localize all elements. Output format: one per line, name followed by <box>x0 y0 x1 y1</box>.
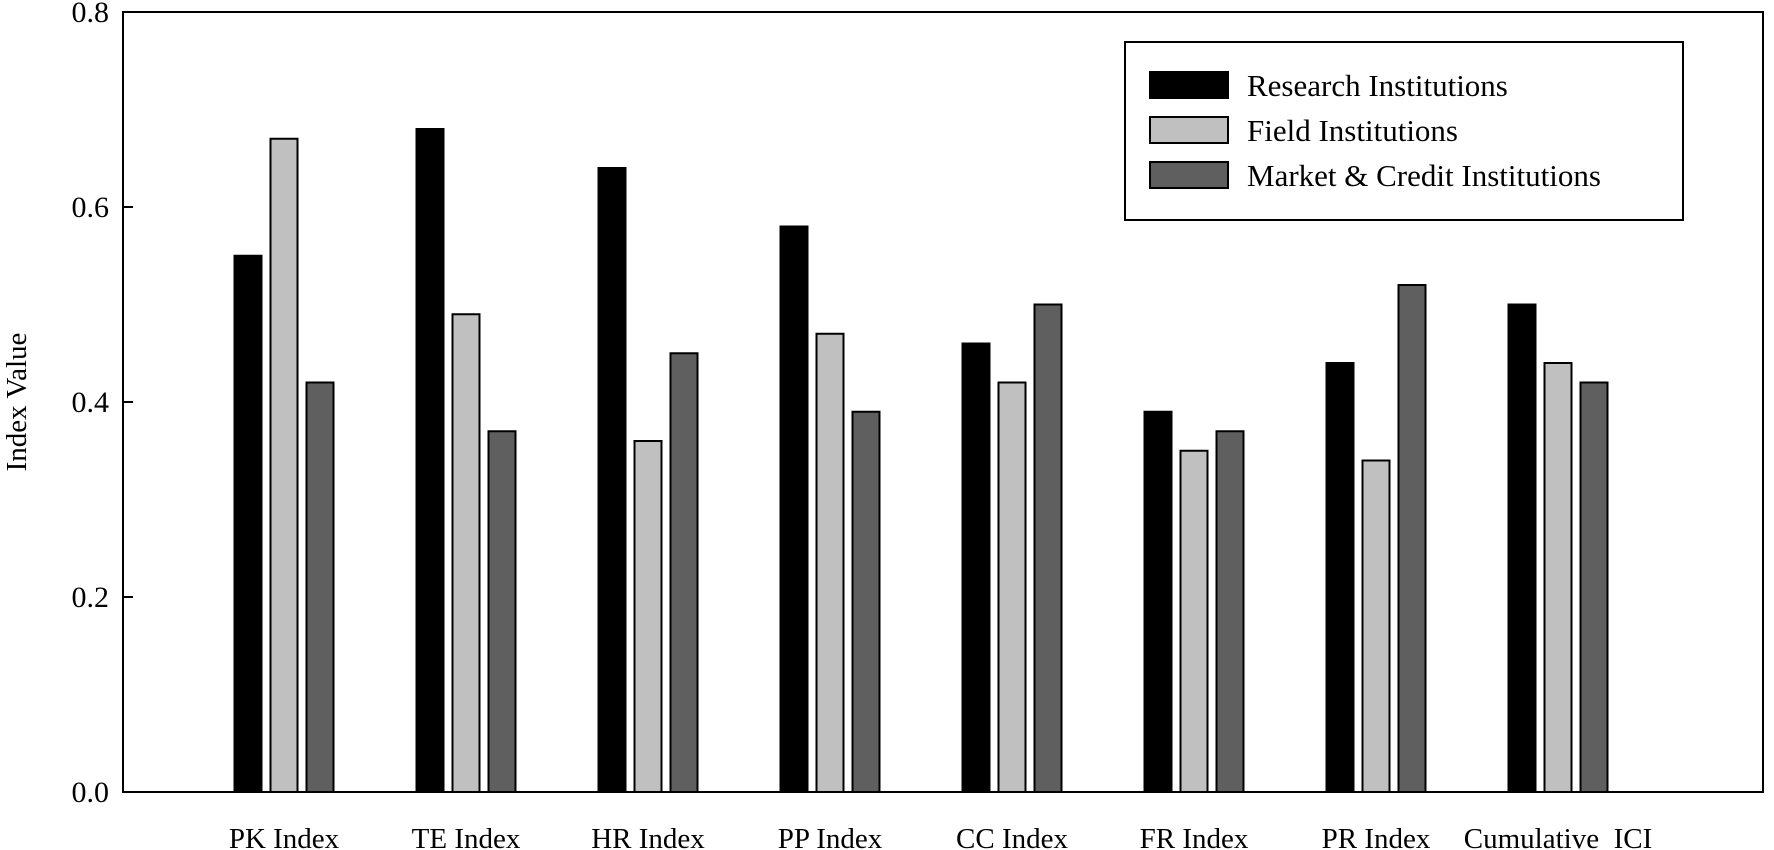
bar <box>305 381 335 793</box>
x-axis: PK Index TE Index HR Index PP Index CC Index… <box>229 782 1652 850</box>
bar <box>815 332 845 793</box>
bar <box>997 381 1027 793</box>
x-tick-label: HR Index <box>591 823 705 850</box>
bar <box>1033 303 1063 793</box>
bar <box>1215 430 1245 793</box>
legend-label: Market & Credit Institutions <box>1247 158 1601 193</box>
bar <box>1143 410 1173 793</box>
y-tick-label: 0.8 <box>72 0 110 29</box>
bar <box>451 313 481 793</box>
bar <box>1507 303 1537 793</box>
legend-swatch <box>1149 71 1229 99</box>
bar <box>779 225 809 793</box>
y-axis-title: Index Value <box>1 333 33 472</box>
x-tick-label: PK Index <box>229 823 340 850</box>
bar <box>1361 459 1391 793</box>
legend: Research Institutions Field Institutions M… <box>1124 41 1684 221</box>
bars <box>233 128 1609 793</box>
bar <box>269 137 299 793</box>
x-tick-label: FR Index <box>1140 823 1249 850</box>
bar <box>1325 362 1355 793</box>
bar <box>1579 381 1609 793</box>
y-tick-label: 0.0 <box>72 776 110 809</box>
bar <box>487 430 517 793</box>
bar <box>633 440 663 793</box>
x-tick-label: TE Index <box>412 823 521 850</box>
bar <box>851 410 881 793</box>
x-tick-label: CC Index <box>956 823 1068 850</box>
bar <box>1397 284 1427 793</box>
bar <box>415 128 445 793</box>
x-tick-label: PR Index <box>1322 823 1431 850</box>
x-tick-label: PP Index <box>778 823 883 850</box>
bar <box>961 342 991 793</box>
bar <box>1543 362 1573 793</box>
legend-label: Research Institutions <box>1247 68 1508 103</box>
legend-swatch <box>1149 116 1229 144</box>
bar <box>233 254 263 793</box>
x-tick-label: Cumulative ICI <box>1464 823 1652 850</box>
y-axis: 0.0 0.2 0.4 0.6 0.8 <box>72 0 133 809</box>
y-tick-label: 0.6 <box>72 191 110 224</box>
bar <box>597 167 627 793</box>
y-tick-label: 0.4 <box>72 386 110 419</box>
legend-swatch <box>1149 161 1229 189</box>
bar <box>669 352 699 793</box>
y-tick-label: 0.2 <box>72 581 110 614</box>
bar <box>1179 449 1209 793</box>
legend-label: Field Institutions <box>1247 113 1458 148</box>
